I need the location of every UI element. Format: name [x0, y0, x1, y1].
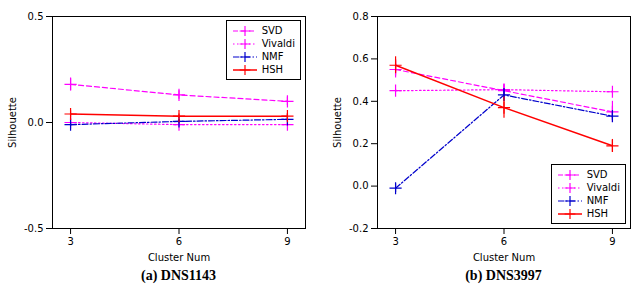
html-text:SVD: SVD	[586, 169, 608, 180]
svg-text:Cluster Num: Cluster Num	[148, 252, 210, 263]
svg-text:-0.5: -0.5	[24, 223, 44, 234]
svg-text:0.8: 0.8	[353, 11, 369, 22]
svg-text:0.0: 0.0	[353, 180, 369, 191]
svg-text:3: 3	[392, 236, 398, 247]
svg-text:3: 3	[67, 236, 73, 247]
html-text:NMF: NMF	[586, 195, 609, 206]
svg-text:6: 6	[501, 236, 507, 247]
html-text:Vivaldi: Vivaldi	[261, 38, 295, 49]
svg-text:0.5: 0.5	[28, 11, 44, 22]
svg-text:Silhouette: Silhouette	[7, 97, 18, 148]
svg-text:0.4: 0.4	[353, 96, 369, 107]
svg-text:0.6: 0.6	[353, 53, 369, 64]
svg-text:0.2: 0.2	[353, 138, 369, 149]
svg-text:9: 9	[284, 236, 290, 247]
html-text:SVD: SVD	[261, 25, 283, 36]
html-text:HSH: HSH	[261, 64, 283, 75]
svg-text:9: 9	[609, 236, 615, 247]
svg-text:Silhouette: Silhouette	[332, 97, 343, 148]
html-text:HSH: HSH	[586, 208, 608, 219]
svg-text:Cluster Num: Cluster Num	[473, 252, 535, 263]
html-text:(a) DNS1143: (a) DNS1143	[141, 268, 216, 283]
svg-text:0.0: 0.0	[28, 117, 44, 128]
html-text:Vivaldi: Vivaldi	[586, 182, 620, 193]
html-text:NMF: NMF	[261, 51, 284, 62]
svg-text:-0.2: -0.2	[349, 223, 369, 234]
svg-text:6: 6	[176, 236, 182, 247]
html-text:(b) DNS3997: (b) DNS3997	[465, 268, 542, 283]
